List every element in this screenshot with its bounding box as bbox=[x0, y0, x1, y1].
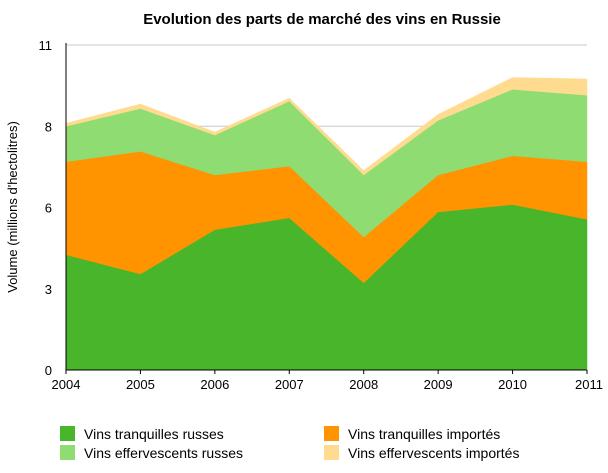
axes bbox=[65, 43, 588, 374]
legend-swatch bbox=[60, 426, 75, 441]
legend-swatch bbox=[324, 426, 339, 441]
legend-swatch bbox=[60, 445, 75, 460]
legend-label: Vins effervescents russes bbox=[84, 445, 243, 461]
y-tick-label: 6 bbox=[45, 201, 52, 216]
x-tick-label: 2007 bbox=[275, 377, 304, 392]
x-tick-label: 2006 bbox=[200, 377, 229, 392]
x-tick-label: 2008 bbox=[349, 377, 378, 392]
y-axis-label: Volume (millions d'hectolitres) bbox=[5, 121, 20, 293]
x-tick-label: 2009 bbox=[424, 377, 453, 392]
y-tick-label: 11 bbox=[39, 38, 53, 53]
x-tick-label: 2010 bbox=[498, 377, 527, 392]
legend-label: Vins effervescents importés bbox=[348, 445, 519, 461]
tick-labels: 0 3 6 8 11 2004 2005 2006 2007 2008 2009 2010 2011 bbox=[39, 38, 604, 392]
legend: Vins tranquilles russes Vins tranquilles … bbox=[60, 426, 519, 461]
legend-label: Vins tranquilles importés bbox=[348, 426, 500, 442]
y-tick-label: 0 bbox=[45, 363, 52, 378]
y-tick-label: 8 bbox=[45, 119, 52, 134]
x-tick-label: 2005 bbox=[126, 377, 155, 392]
plot-areas bbox=[65, 77, 588, 371]
chart-title: Evolution des parts de marché des vins e… bbox=[143, 11, 501, 28]
series-area-4 bbox=[65, 77, 588, 176]
y-tick-label: 3 bbox=[45, 282, 52, 297]
legend-label: Vins tranquilles russes bbox=[84, 426, 224, 442]
legend-swatch bbox=[324, 445, 339, 460]
x-tick-label: 2011 bbox=[575, 377, 603, 392]
x-tick-label: 2004 bbox=[52, 377, 81, 392]
